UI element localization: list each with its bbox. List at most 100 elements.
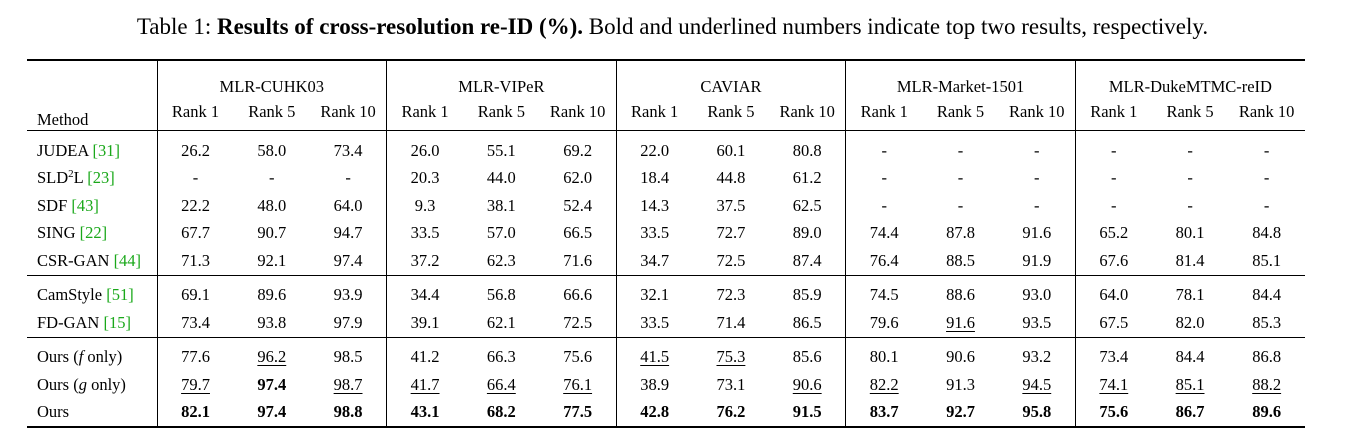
value-cell: 67.6 [1074,247,1152,275]
value: 76.4 [869,250,899,270]
value: 74.5 [869,285,899,305]
value-cell: - [234,165,311,193]
value: 74.1 [1099,374,1129,394]
value-cell: 26.0 [386,130,464,165]
value: - [1263,195,1270,215]
value-cell: 65.2 [1074,219,1152,247]
value-cell: 66.3 [463,336,540,371]
value-cell: 33.5 [615,309,693,337]
value-cell: 82.1 [156,398,234,428]
value-cell: 90.6 [922,336,999,371]
value-cell: 67.7 [156,219,234,247]
citation-link[interactable]: [23] [87,168,115,188]
value: 77.6 [181,347,210,367]
value-cell: 66.5 [540,220,617,248]
value-cell: 58.0 [233,130,311,165]
value: 43.1 [410,402,440,422]
rank-header: Rank 10 [1238,101,1295,121]
value: 55.1 [486,140,516,160]
value: 71.4 [716,312,746,332]
rank-header: Rank 10 [549,101,606,121]
value-cell: 76.4 [845,247,923,275]
value: 38.9 [640,374,670,394]
value-cell: 73.4 [1074,336,1152,371]
value: 92.1 [257,250,287,270]
table-row: SDF [43] 22.2 48.0 64.0 9.3 38.1 52.4 14.3 37.5 6… [27,192,1305,220]
citation-link[interactable]: [15] [103,312,131,332]
rank-header: Rank 10 [320,101,376,121]
value-cell: 94.7 [310,220,387,248]
value-cell: 33.5 [386,219,464,247]
value: 52.4 [563,195,593,215]
table-caption: Table 1: Results of cross-resolution re-… [0,12,1345,42]
method-cell: CamStyle [51] [27,274,158,309]
value-cell: - [310,165,387,193]
method-name: Ours ( [37,347,79,367]
value: 89.6 [1252,402,1282,422]
value-cell: 55.1 [463,130,540,165]
value-cell: 75.6 [539,336,617,371]
value: 72.5 [563,312,593,332]
value: 75.3 [716,347,746,367]
value: - [1111,140,1117,160]
value-cell: 98.8 [310,398,387,428]
value: 93.2 [1022,347,1052,367]
value-cell: 93.9 [310,274,387,309]
value-cell: 88.6 [922,274,999,309]
rank-header: Rank 5 [248,101,296,121]
rank-header: Rank 5 [707,101,755,121]
value: 96.2 [257,347,287,367]
citation-link[interactable]: [22] [79,223,108,243]
value-cell: 79.6 [845,309,923,337]
value: 14.3 [640,195,670,215]
value: 90.7 [257,223,287,243]
value-cell: 26.2 [156,130,234,165]
citation-link[interactable]: [51] [106,285,134,305]
method-cell: SLD2L [23] [27,165,157,193]
value-cell: 85.1 [1152,371,1229,399]
value-cell: - [1152,165,1229,193]
value-cell: 73.4 [156,309,234,337]
value-cell: 84.4 [1228,274,1305,309]
value: 84.8 [1252,223,1282,243]
value-cell: 74.1 [1074,371,1152,399]
dataset-header-row: Method MLR-CUHK03 MLR-VIPeR CAVIAR MLR-M… [27,59,1305,131]
table-row: FD-GAN [15] 73.4 93.8 97.9 39.1 62.1 72.5 33.5 7… [27,309,1305,337]
value: 88.5 [946,250,975,270]
method-name: Ours ( [37,374,79,394]
method-name: SING [37,223,80,243]
value: 64.0 [333,195,363,215]
value-cell: 41.5 [615,336,693,371]
value: 91.6 [1022,223,1052,243]
value: - [1034,168,1040,188]
value: 62.0 [563,168,593,188]
citation-link[interactable]: [44] [113,250,142,270]
rank-header: Rank 1 [1074,97,1152,131]
value-cell: 73.4 [310,130,387,165]
value: 74.4 [869,223,899,243]
value-cell: 92.1 [234,247,311,275]
value: - [881,140,887,160]
value: 62.1 [486,312,516,332]
value: 76.1 [563,374,593,394]
value: 73.4 [181,312,210,332]
value: - [192,168,199,188]
value-cell: 38.9 [615,371,693,399]
citation-link[interactable]: [31] [92,140,120,160]
value-cell: - [845,192,923,220]
method-name: JUDEA [37,140,93,160]
value-cell: 39.1 [386,309,464,337]
value: 78.1 [1175,285,1205,305]
value: - [957,195,964,215]
value: 73.4 [1099,347,1129,367]
value-cell: 91.3 [922,371,999,399]
value: 91.3 [946,374,975,394]
method-name: Ours [37,402,70,422]
citation-link[interactable]: [43] [71,195,99,215]
value-cell: 74.4 [845,219,923,247]
method-name: CSR-GAN [37,250,114,270]
value: 56.8 [486,285,516,305]
value: 87.4 [792,250,822,270]
results-body: JUDEA [31] 26.2 58.0 73.4 26.0 55.1 69.2 22.0 60… [27,130,1305,428]
value: 82.1 [181,402,210,422]
